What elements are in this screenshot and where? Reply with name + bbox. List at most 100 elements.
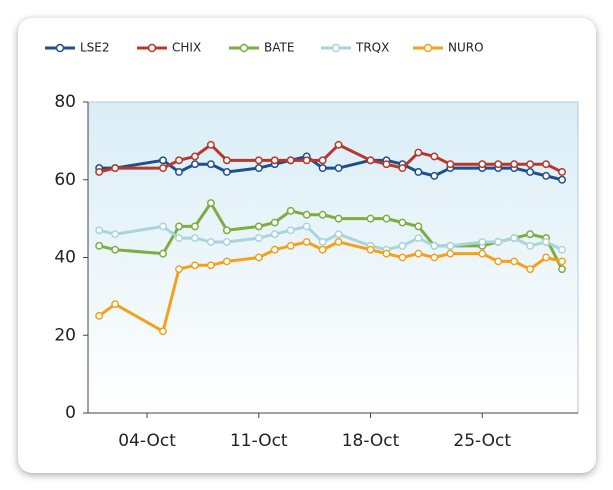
data-point: [430, 241, 439, 250]
data-point: [190, 160, 199, 169]
data-point: [254, 234, 263, 243]
data-point: [286, 241, 295, 250]
data-point: [446, 160, 455, 169]
legend-marker: [239, 43, 249, 53]
data-point: [270, 230, 279, 239]
data-point: [414, 234, 423, 243]
data-point: [159, 249, 167, 258]
data-point: [254, 253, 263, 262]
data-point: [334, 230, 343, 239]
data-point: [494, 238, 503, 246]
data-point: [558, 257, 566, 266]
legend-label: NURO: [448, 41, 484, 55]
data-point: [478, 160, 487, 169]
data-point: [398, 164, 407, 173]
legend-label: TRQX: [355, 41, 389, 55]
data-point: [334, 214, 343, 223]
data-point: [206, 238, 215, 246]
x-tick-label: 04-Oct: [118, 431, 176, 451]
data-point: [254, 164, 263, 173]
legend-label: BATE: [264, 41, 294, 55]
data-point: [175, 168, 183, 176]
data-point: [558, 265, 566, 274]
data-point: [318, 238, 327, 246]
data-point: [302, 156, 311, 165]
data-point: [398, 218, 407, 227]
data-point: [542, 160, 551, 169]
data-point: [318, 210, 327, 219]
legend-marker: [423, 43, 433, 53]
data-point: [318, 245, 327, 254]
data-point: [159, 327, 167, 336]
data-point: [111, 300, 120, 309]
data-point: [318, 156, 327, 165]
data-point: [558, 245, 566, 254]
data-point: [542, 253, 551, 262]
data-point: [111, 164, 120, 173]
data-point: [414, 249, 423, 258]
data-point: [510, 160, 519, 169]
data-point: [318, 164, 327, 173]
legend-marker: [147, 43, 157, 53]
data-point: [111, 230, 120, 239]
x-tick-label: 25-Oct: [453, 431, 511, 451]
data-point: [430, 152, 439, 161]
data-point: [190, 152, 199, 161]
data-point: [414, 168, 423, 176]
data-point: [478, 238, 487, 246]
data-point: [542, 171, 551, 180]
data-point: [414, 148, 423, 157]
data-point: [526, 241, 535, 250]
data-point: [206, 140, 215, 149]
y-tick-label: 60: [54, 170, 76, 190]
data-point: [542, 238, 551, 246]
data-point: [95, 311, 104, 320]
data-point: [175, 234, 183, 243]
data-point: [222, 226, 231, 235]
data-point: [175, 156, 183, 165]
data-point: [270, 218, 279, 227]
legend-marker: [331, 43, 341, 53]
y-tick-label: 40: [54, 248, 76, 268]
data-point: [414, 222, 423, 231]
data-point: [111, 245, 120, 254]
data-point: [526, 160, 535, 169]
data-point: [398, 253, 407, 262]
data-point: [206, 199, 215, 208]
data-point: [398, 241, 407, 250]
data-point: [159, 156, 167, 165]
data-point: [302, 210, 311, 219]
data-point: [95, 168, 104, 176]
data-point: [334, 140, 343, 149]
data-point: [286, 206, 295, 215]
data-point: [382, 160, 391, 169]
data-point: [254, 156, 263, 165]
legend-label: LSE2: [80, 41, 110, 55]
data-point: [478, 249, 487, 258]
data-point: [382, 214, 391, 223]
data-point: [222, 156, 231, 165]
data-point: [382, 249, 391, 258]
data-point: [334, 164, 343, 173]
data-point: [430, 171, 439, 180]
legend-marker: [55, 43, 65, 53]
data-point: [190, 261, 199, 270]
data-point: [526, 265, 535, 274]
data-point: [430, 253, 439, 262]
y-tick-label: 20: [54, 325, 76, 345]
data-point: [494, 160, 503, 169]
data-point: [175, 265, 183, 274]
data-point: [175, 222, 183, 231]
data-point: [526, 230, 535, 239]
data-point: [494, 257, 503, 266]
data-point: [366, 214, 375, 223]
data-point: [222, 168, 231, 176]
data-point: [334, 238, 343, 246]
y-tick-label: 0: [65, 403, 76, 423]
data-point: [254, 222, 263, 231]
data-point: [270, 245, 279, 254]
data-point: [558, 175, 566, 184]
data-point: [286, 226, 295, 235]
